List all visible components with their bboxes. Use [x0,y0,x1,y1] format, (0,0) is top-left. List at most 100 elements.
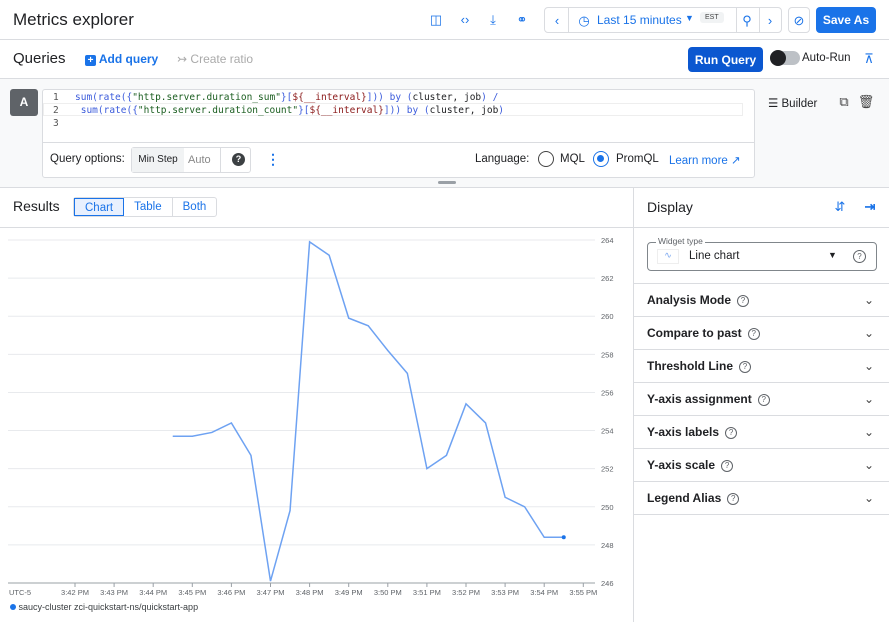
line-chart: 246 248 250 252 254 256 258 260 262 264 UTC-5 3:42 … [8,236,614,597]
help-icon[interactable]: ? [737,294,750,307]
legend-item[interactable]: saucy-cluster zci-quickstart-ns/quicksta… [10,602,198,612]
collapse-icon[interactable]: ⊼ [864,51,874,66]
widget-type-select[interactable]: Widget type ∿ Line chart ▼ ? [647,236,877,271]
next-range-icon[interactable]: › [767,13,773,28]
ratio-icon: ↣ [177,52,188,66]
learn-more-label: Learn more [669,155,728,167]
help-icon[interactable]: ? [757,393,770,406]
copy-icon[interactable]: ⧉ [839,94,849,109]
chevron-down-icon: ⌄ [863,293,874,307]
resize-handle[interactable] [438,181,456,184]
help-icon[interactable]: ? [721,459,734,472]
x-tick-label: 3:51 PM [413,588,441,597]
x-tick-label: 3:43 PM [100,588,128,597]
queries-title: Queries [13,50,66,67]
x-tick-label: 3:46 PM [217,588,245,597]
code-token: ${__interval} [309,105,384,116]
x-tick-label: 3:53 PM [491,588,519,597]
tab-chart[interactable]: Chart [74,198,125,216]
query-options-label: Query options: [50,153,125,165]
display-panel: Display ⇵ ⇥ Widget type ∿ Line chart ▼ ?… [633,188,889,622]
code-token: "http.server.duration_count" [137,105,299,116]
run-query-button[interactable]: Run Query [688,47,763,72]
y-tick-label: 252 [601,465,614,474]
code-token: "http.server.duration_sum" [132,92,281,103]
chevron-down-icon: ⌄ [863,458,874,472]
promql-radio[interactable] [593,151,609,167]
add-query-label: Add query [98,52,159,66]
help-icon[interactable]: ? [747,327,760,340]
tab-both[interactable]: Both [182,201,207,213]
section-y-axis-assignment[interactable]: Y-axis assignment? ⌄ [634,382,889,415]
chevron-down-icon: ⌄ [863,425,874,439]
time-range-select[interactable]: Last 15 minutes [597,13,682,27]
feedback-icon[interactable]: ◫ [429,12,443,27]
x-tick-label: 3:50 PM [374,588,402,597]
mql-radio[interactable] [538,151,554,167]
line-number: 1 [53,92,59,103]
add-icon: + [85,55,96,66]
help-icon[interactable]: ? [725,426,738,439]
help-icon[interactable]: ? [232,153,245,166]
min-step-field[interactable]: Min Step Auto ? [131,147,251,173]
timezone-label: UTC-5 [9,588,31,597]
section-label: Compare to past [647,326,742,340]
language-label: Language: [475,153,530,165]
code-token: ) [498,105,505,116]
more-options-icon[interactable]: ⋮ [266,151,280,167]
y-tick-label: 246 [601,579,614,588]
previous-range-icon[interactable]: ‹ [554,13,560,28]
min-step-input[interactable]: Auto [188,154,211,166]
tab-table[interactable]: Table [124,198,173,216]
learn-more-link[interactable]: Learn more ↗ [669,153,741,167]
section-y-axis-labels[interactable]: Y-axis labels? ⌄ [634,415,889,448]
code-editor[interactable]: 1 2 3 sum(rate({"http.server.duration_su… [42,89,755,178]
auto-run-toggle[interactable] [770,50,800,66]
collapse-panel-icon[interactable]: ⇥ [864,199,876,214]
section-legend-alias[interactable]: Legend Alias? ⌄ [634,481,889,514]
section-y-axis-scale[interactable]: Y-axis scale? ⌄ [634,448,889,481]
save-as-button[interactable]: Save As [816,7,876,33]
code-token: ])) by ( [366,92,413,103]
line-chart-icon: ∿ [657,249,679,264]
top-bar: Metrics explorer ◫ ‹› ⤓ ⚭ ‹ ◷ Last 15 mi… [0,0,889,40]
create-ratio-button[interactable]: ↣ Create ratio [177,52,253,66]
display-title: Display [647,199,693,215]
link-icon[interactable]: ⚭ [516,12,528,27]
section-analysis-mode[interactable]: Analysis Mode? ⌄ [634,283,889,316]
section-label: Analysis Mode [647,293,732,307]
line-number: 2 [53,105,59,116]
x-tick-label: 3:55 PM [569,588,597,597]
add-query-button[interactable]: + Add query [85,52,158,66]
delete-icon[interactable]: 🗑 [857,94,875,109]
chevron-down-icon: ⌄ [863,392,874,406]
code-icon[interactable]: ‹› [460,12,470,27]
widget-type-value: Line chart [689,250,740,262]
line-number: 3 [53,118,59,129]
download-icon[interactable]: ⤓ [490,12,496,27]
series-line [172,240,564,582]
chevron-down-icon: ⌄ [863,326,874,340]
expand-collapse-icon[interactable]: ⇵ [834,199,846,214]
help-icon[interactable]: ? [739,360,752,373]
queries-bar: Queries + Add query ↣ Create ratio Run Q… [0,40,889,79]
section-label: Y-axis scale [647,458,716,472]
section-threshold-line[interactable]: Threshold Line? ⌄ [634,349,889,382]
zoom-icon[interactable]: ⚲ [742,13,752,28]
chevron-down-icon: ⌄ [863,359,874,373]
x-tick-label: 3:49 PM [335,588,363,597]
external-link-icon: ↗ [731,155,741,167]
auto-refresh-off-button[interactable]: ⊘ [788,7,810,33]
x-tick-label: 3:48 PM [296,588,324,597]
code-token: ${__interval} [292,92,367,103]
timezone-badge[interactable]: EST [700,12,724,23]
help-icon[interactable]: ? [853,250,866,263]
section-compare-to-past[interactable]: Compare to past? ⌄ [634,316,889,349]
builder-button[interactable]: ☰ Builder [768,96,817,110]
tune-icon: ☰ [768,98,779,110]
dropdown-icon[interactable]: ▼ [685,13,694,23]
legend-dot-icon [10,604,16,610]
help-icon[interactable]: ? [727,492,740,505]
section-label: Threshold Line [647,359,734,373]
y-tick-label: 264 [601,236,614,245]
